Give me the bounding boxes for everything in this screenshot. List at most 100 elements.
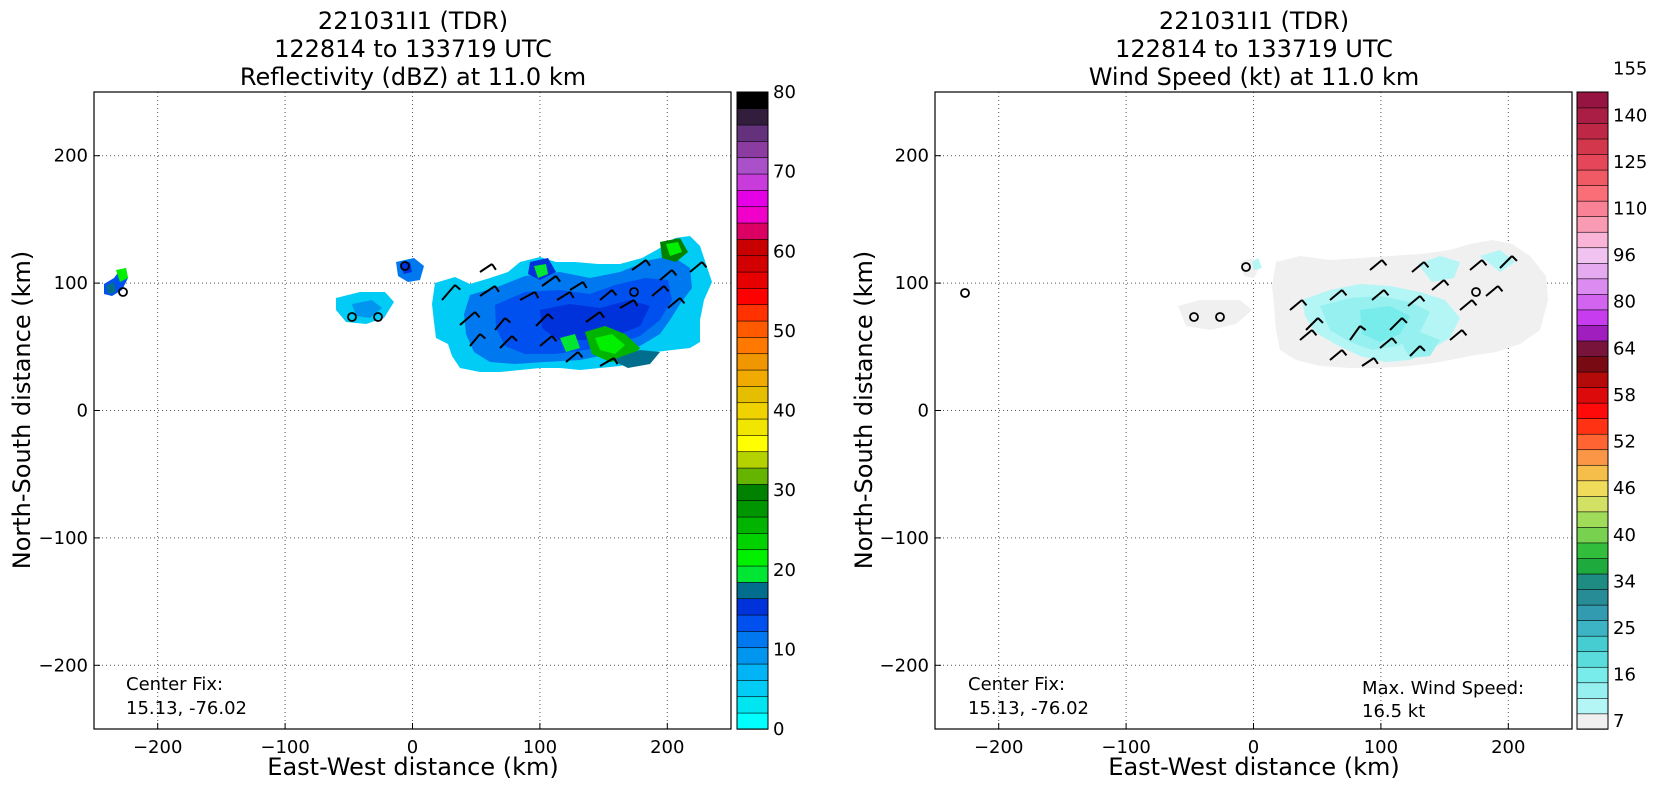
wind-barb-shaft [1469, 259, 1483, 271]
colorbar-tick-label: 70 [773, 162, 796, 183]
wind-barb-flag [491, 263, 497, 271]
wind-barb-shaft [619, 299, 635, 309]
wind-barb-shaft [569, 281, 584, 291]
x-tick-label: −200 [133, 737, 182, 758]
colorbar-segment [1576, 713, 1609, 730]
colorbar-segment [736, 320, 769, 338]
colorbar-segment [736, 255, 769, 273]
colorbar-segment [1576, 309, 1609, 326]
x-axis-label: East-West distance (km) [267, 753, 558, 781]
colorbar-segment [736, 157, 769, 175]
wind-barb-shaft [1431, 279, 1445, 291]
colorbar-segment [1576, 153, 1609, 171]
wind-barb-flag [479, 333, 487, 340]
wind-barbs [1289, 255, 1518, 367]
wind-barb-flag [1381, 259, 1388, 267]
wind-barb-shaft [519, 291, 536, 301]
wind-barb-flag [1383, 289, 1390, 297]
colorbar-segment [1576, 573, 1609, 590]
wind-barb-shaft [667, 297, 681, 309]
wind-barb-flag [1401, 317, 1408, 324]
wind-barb-flag [671, 269, 678, 277]
colorbar-segment [1576, 324, 1609, 342]
colorbar-segment [736, 91, 769, 110]
colorbar-segment [1576, 417, 1609, 435]
wind-barb-flag [1471, 299, 1478, 307]
colorbar-segment [736, 222, 769, 240]
colorbar-segment [736, 434, 769, 453]
wind-barb-shaft [1459, 299, 1473, 311]
wind-barb-shaft [541, 275, 557, 287]
colorbar-segment [1576, 697, 1609, 715]
colorbar-segment [1576, 433, 1609, 451]
wind-barb-flag [1443, 279, 1450, 287]
wind-barb-flag [1461, 329, 1468, 337]
y-tick-label: −200 [880, 655, 929, 676]
wind-barb-flag [1391, 337, 1398, 345]
wind-barb-flag [633, 299, 639, 307]
wind-barb-shaft [494, 317, 506, 331]
y-axis-label: North-South distance (km) [8, 251, 36, 570]
wind-barb-flag [547, 313, 554, 320]
colorbar-segment [1576, 682, 1609, 699]
x-tick-label: 0 [1248, 737, 1259, 758]
center-fix-value: 15.13, -76.02 [126, 698, 247, 719]
wind-barb-shaft [479, 263, 493, 273]
wind-speed-colorbar: 7 16 25 34 40 46 52 58 64 80 96 110 125 140 155 [1576, 59, 1647, 732]
colorbar-tick-label: 25 [1613, 618, 1636, 639]
wind-barb-shaft [499, 335, 513, 349]
y-tick-label: 200 [895, 146, 929, 167]
wind-barb-shaft [651, 285, 665, 297]
wind-barb-shaft [1305, 317, 1319, 331]
wind-barb-shaft [1371, 289, 1385, 301]
wind-barb-shaft [659, 269, 673, 281]
wind-barb-shaft [479, 285, 496, 297]
wind-barb-shaft [1349, 325, 1361, 341]
wind-barb-shaft [1379, 337, 1393, 349]
colorbar-segment [1576, 262, 1609, 280]
plot-area [935, 92, 1572, 729]
colorbar-segment [736, 369, 769, 387]
circle-marker [960, 288, 970, 298]
wind-barb-shaft [585, 311, 601, 323]
wind-barb-flag [511, 335, 518, 342]
wind-barb-shaft [1411, 261, 1425, 273]
colorbar-tick-label: 0 [773, 719, 784, 740]
colorbar-segment [1576, 278, 1609, 295]
colorbar-segment [1576, 107, 1609, 124]
colorbar-segment [736, 467, 769, 485]
colorbar-segment [736, 402, 769, 420]
axis-ticks: −200 −100 0 100 200 −200 −100 0 100 200 [39, 146, 685, 758]
colorbar-tick-label: 34 [1613, 571, 1636, 592]
y-tick-label: −100 [39, 528, 88, 549]
colorbar-segment [1576, 386, 1609, 404]
circle-markers [960, 262, 1481, 322]
colorbar-tick-label: 20 [773, 560, 796, 581]
y-tick-label: −200 [39, 655, 88, 676]
y-tick-label: 0 [918, 401, 929, 422]
wind-barb-flag [613, 357, 619, 365]
colorbar-segment [736, 712, 769, 730]
colorbar-segment [736, 549, 769, 567]
colorbar-segment [736, 189, 769, 208]
wind-barb-flag [577, 351, 584, 359]
colorbar-segment [736, 451, 769, 469]
colorbar-segment [736, 206, 769, 224]
colorbar-segment [1576, 495, 1609, 513]
colorbar-segment [1576, 340, 1609, 357]
circle-marker [1241, 262, 1251, 272]
colorbar-frame [736, 91, 769, 730]
colorbar-tick-label: 110 [1613, 199, 1647, 220]
wind-speed-panel: 221031I1 (TDR) 122814 to 133719 UTC Wind… [850, 7, 1647, 781]
colorbar-segment [736, 500, 769, 518]
colorbar-segment [736, 173, 769, 191]
colorbar-tick-label: 50 [773, 321, 796, 342]
colorbar-segment [736, 696, 769, 714]
wind-barb-shaft [565, 351, 579, 363]
colorbar-segment [736, 124, 769, 142]
colorbar-segment [736, 516, 769, 534]
colorbar-segment [736, 418, 769, 436]
circle-marker [629, 287, 639, 297]
wind-barb-flag [1497, 285, 1504, 293]
